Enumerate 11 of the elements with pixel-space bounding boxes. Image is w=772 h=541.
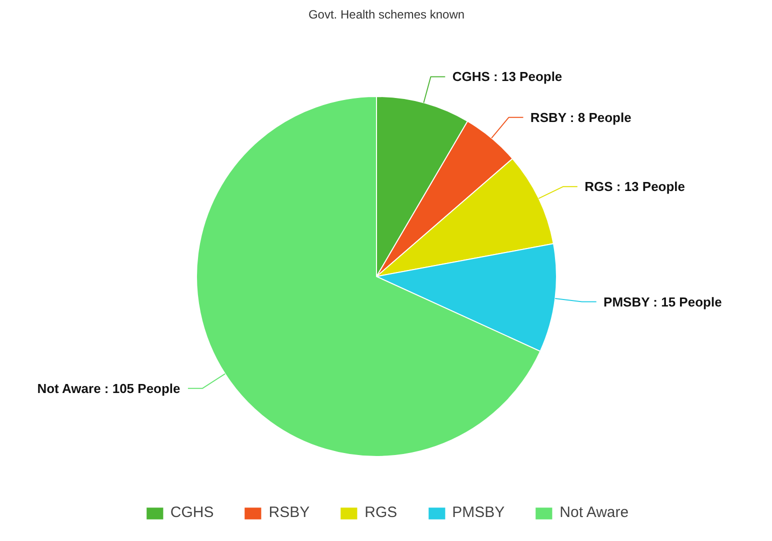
legend-label: CGHS: [170, 504, 214, 521]
chart-title: Govt. Health schemes known: [308, 8, 465, 22]
legend-label: Not Aware: [560, 504, 629, 521]
data-label: RSBY : 8 People: [530, 110, 632, 125]
data-label: Not Aware : 105 People: [37, 380, 180, 396]
legend-label: RGS: [364, 504, 398, 521]
legend-label: RSBY: [268, 504, 310, 521]
data-label: CGHS : 13 People: [452, 69, 562, 84]
data-label: PMSBY : 15 People: [604, 294, 722, 310]
data-label: RGS : 13 People: [584, 179, 686, 194]
legend-label: PMSBY: [452, 504, 505, 521]
